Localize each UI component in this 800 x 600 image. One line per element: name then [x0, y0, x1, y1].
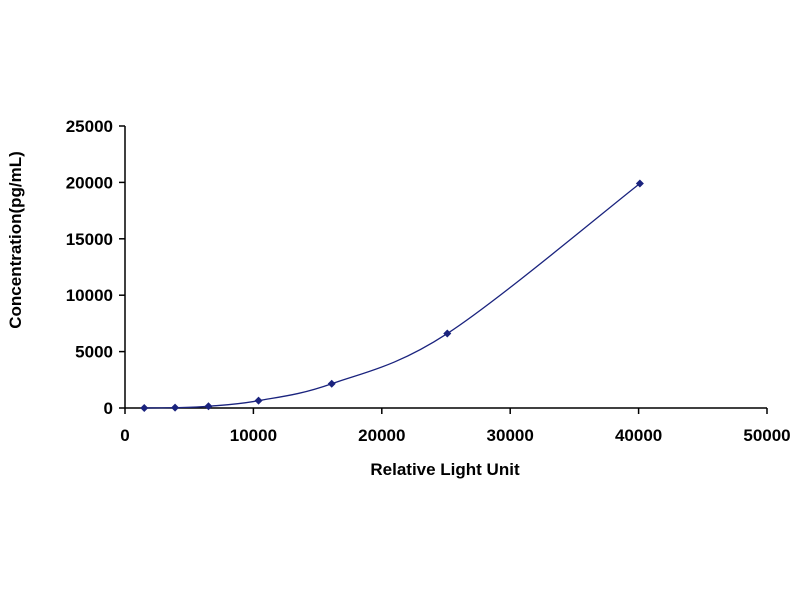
data-point	[443, 329, 452, 338]
y-tick-label: 0	[104, 399, 113, 418]
y-tick-label: 25000	[66, 117, 113, 136]
x-tick-label: 10000	[230, 426, 277, 445]
y-tick-label: 5000	[75, 343, 113, 362]
x-tick-label: 50000	[743, 426, 790, 445]
axes	[124, 126, 767, 409]
data-point	[635, 179, 644, 188]
x-tick-label: 20000	[358, 426, 405, 445]
data-point	[327, 379, 336, 388]
y-axis-label: Concentration(pg/mL)	[6, 151, 25, 329]
x-tick-label: 40000	[615, 426, 662, 445]
ticks: 0 10000 20000 30000 40000 50000 0 5000 10000 1500…	[66, 117, 791, 445]
data-points	[140, 179, 644, 412]
data-point	[254, 396, 263, 405]
data-point	[171, 403, 180, 412]
y-tick-label: 15000	[66, 230, 113, 249]
data-point	[140, 404, 149, 412]
x-axis-label: Relative Light Unit	[370, 460, 520, 479]
fit-curve-layer	[144, 183, 641, 409]
x-tick-label: 0	[120, 426, 129, 445]
y-tick-label: 20000	[66, 173, 113, 192]
data-point	[204, 402, 213, 411]
x-tick-label: 30000	[487, 426, 534, 445]
y-tick-label: 10000	[66, 286, 113, 305]
fit-curve	[144, 183, 641, 409]
